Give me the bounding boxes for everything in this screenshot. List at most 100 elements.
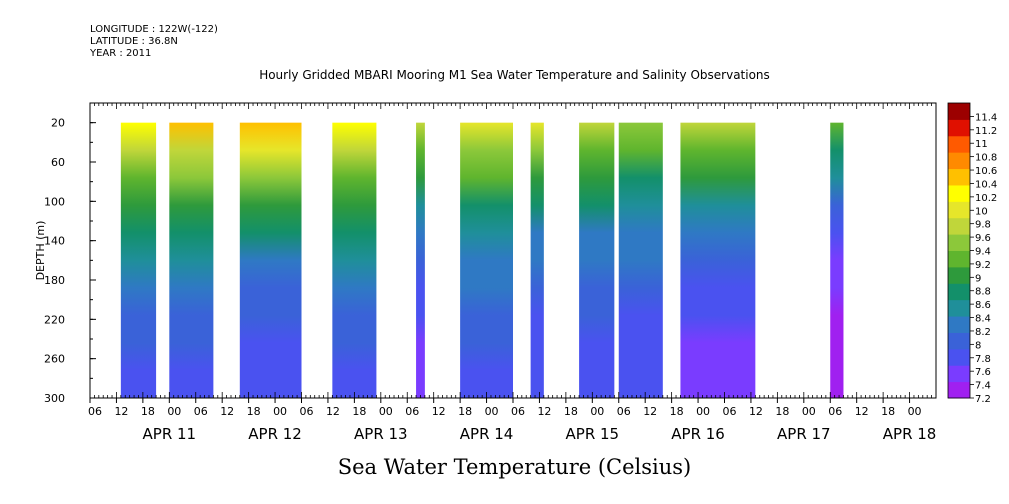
x-tick-label: 12 — [326, 405, 340, 418]
colorbar-label: 7.4 — [975, 381, 991, 392]
x-tick-label: 00 — [379, 405, 393, 418]
colorbar-label: 8.2 — [975, 327, 991, 338]
x-date-label: APR 16 — [671, 425, 725, 443]
colorbar-swatch — [948, 332, 970, 350]
colorbar-label: 10.2 — [975, 193, 997, 204]
colorbar-swatch — [948, 250, 970, 268]
colorbar-label: 11.2 — [975, 126, 997, 137]
x-tick-label: 06 — [828, 405, 842, 418]
x-tick-label: 18 — [670, 405, 684, 418]
x-tick-label: 00 — [802, 405, 816, 418]
data-block — [120, 122, 157, 399]
colorbar-label: 7.6 — [975, 367, 991, 378]
x-tick-label: 18 — [564, 405, 578, 418]
x-tick-label: 06 — [723, 405, 737, 418]
x-tick-label: 06 — [617, 405, 631, 418]
colorbar-swatch — [948, 365, 970, 383]
data-block — [416, 122, 425, 399]
data-block — [579, 122, 615, 399]
colorbar-label: 7.8 — [975, 354, 991, 365]
colorbar-label: 9.8 — [975, 220, 991, 231]
data-block — [332, 122, 377, 399]
x-date-label: APR 17 — [777, 425, 831, 443]
colorbar-label: 10.4 — [975, 179, 997, 190]
x-tick-label: 00 — [590, 405, 604, 418]
colorbar-label: 9.4 — [975, 247, 991, 258]
data-block — [680, 122, 756, 399]
x-tick-label: 06 — [511, 405, 525, 418]
colorbar-label: 9.2 — [975, 260, 991, 271]
colorbar-label: 7.2 — [975, 394, 991, 405]
data-block — [460, 122, 513, 399]
data-block — [618, 122, 663, 399]
colorbar-swatch — [948, 348, 970, 366]
colorbar-label: 10.8 — [975, 153, 997, 164]
data-block — [530, 122, 544, 399]
x-tick-label: 12 — [855, 405, 869, 418]
colorbar-swatch — [948, 217, 970, 235]
y-tick-label: 20 — [51, 117, 65, 130]
x-axis-title: Sea Water Temperature (Celsius) — [337, 455, 692, 479]
colorbar-label: 8.4 — [975, 314, 991, 325]
x-tick-label: 12 — [537, 405, 551, 418]
x-axis: 06 12 18 00 06 12 18 00 06 12 18 00 06 12 18 00 06 12 18 00… — [88, 398, 936, 443]
x-tick-label: 12 — [114, 405, 128, 418]
x-date-label: APR 11 — [143, 425, 197, 443]
colorbar-swatch — [948, 119, 970, 137]
data-block — [169, 122, 214, 399]
y-tick-label: 300 — [44, 392, 65, 405]
colorbar-label: 8 — [975, 340, 981, 351]
colorbar-label: 10 — [975, 206, 988, 217]
y-axis-label: DEPTH (m) — [34, 221, 47, 281]
colorbar-swatch — [948, 103, 970, 120]
y-tick-label: 220 — [44, 313, 65, 326]
colorbar-swatch — [948, 135, 970, 153]
x-date-label: APR 14 — [460, 425, 514, 443]
data-block — [239, 122, 302, 399]
x-tick-label: 00 — [696, 405, 710, 418]
colorbar-swatch — [948, 201, 970, 219]
colorbar: 7.2 7.4 7.6 7.8 8 8.2 8.4 8.6 8.8 9 9.2 9.4 9.6 9.8 10… — [947, 102, 997, 405]
data-blocks — [120, 122, 844, 399]
year-label: YEAR : 2011 — [90, 48, 152, 59]
x-tick-label: 12 — [220, 405, 234, 418]
latitude-label: LATITUDE : 36.8N — [90, 36, 178, 47]
colorbar-swatch — [948, 168, 970, 186]
x-tick-label: 00 — [273, 405, 287, 418]
y-tick-label: 60 — [51, 156, 65, 169]
colorbar-label: 11.4 — [975, 112, 997, 123]
y-tick-label: 180 — [44, 274, 65, 287]
y-tick-label: 260 — [44, 353, 65, 366]
x-tick-label: 18 — [458, 405, 472, 418]
colorbar-label: 11 — [975, 139, 988, 150]
x-tick-label: 06 — [300, 405, 314, 418]
x-tick-label: 06 — [194, 405, 208, 418]
x-tick-label: 12 — [749, 405, 763, 418]
colorbar-swatch — [948, 184, 970, 202]
chart-title: Hourly Gridded MBARI Mooring M1 Sea Wate… — [259, 68, 770, 82]
x-date-label: APR 18 — [883, 425, 937, 443]
x-tick-label: 18 — [775, 405, 789, 418]
metadata-block: LONGITUDE : 122W(-122) LATITUDE : 36.8N … — [90, 24, 218, 60]
x-tick-label: 18 — [881, 405, 895, 418]
colorbar-swatch — [948, 316, 970, 333]
colorbar-swatch — [948, 152, 970, 170]
x-tick-label: 12 — [432, 405, 446, 418]
colorbar-label: 8.6 — [975, 300, 991, 311]
x-tick-label: 18 — [141, 405, 155, 418]
colorbar-swatch — [948, 234, 970, 251]
colorbar-swatch — [948, 266, 970, 284]
colorbar-label: 9 — [975, 273, 981, 284]
x-tick-label: 18 — [352, 405, 366, 418]
x-tick-label: 18 — [247, 405, 261, 418]
y-tick-label: 100 — [44, 195, 65, 208]
colorbar-swatch — [948, 381, 970, 399]
y-axis: 20 60 100 140 180 220 260 300 DEPTH (m) — [34, 117, 96, 405]
x-date-label: APR 12 — [248, 425, 302, 443]
x-tick-label: 06 — [405, 405, 419, 418]
x-tick-label: 06 — [88, 405, 102, 418]
longitude-label: LONGITUDE : 122W(-122) — [90, 24, 218, 35]
x-tick-label: 00 — [167, 405, 181, 418]
colorbar-label: 9.6 — [975, 233, 991, 244]
